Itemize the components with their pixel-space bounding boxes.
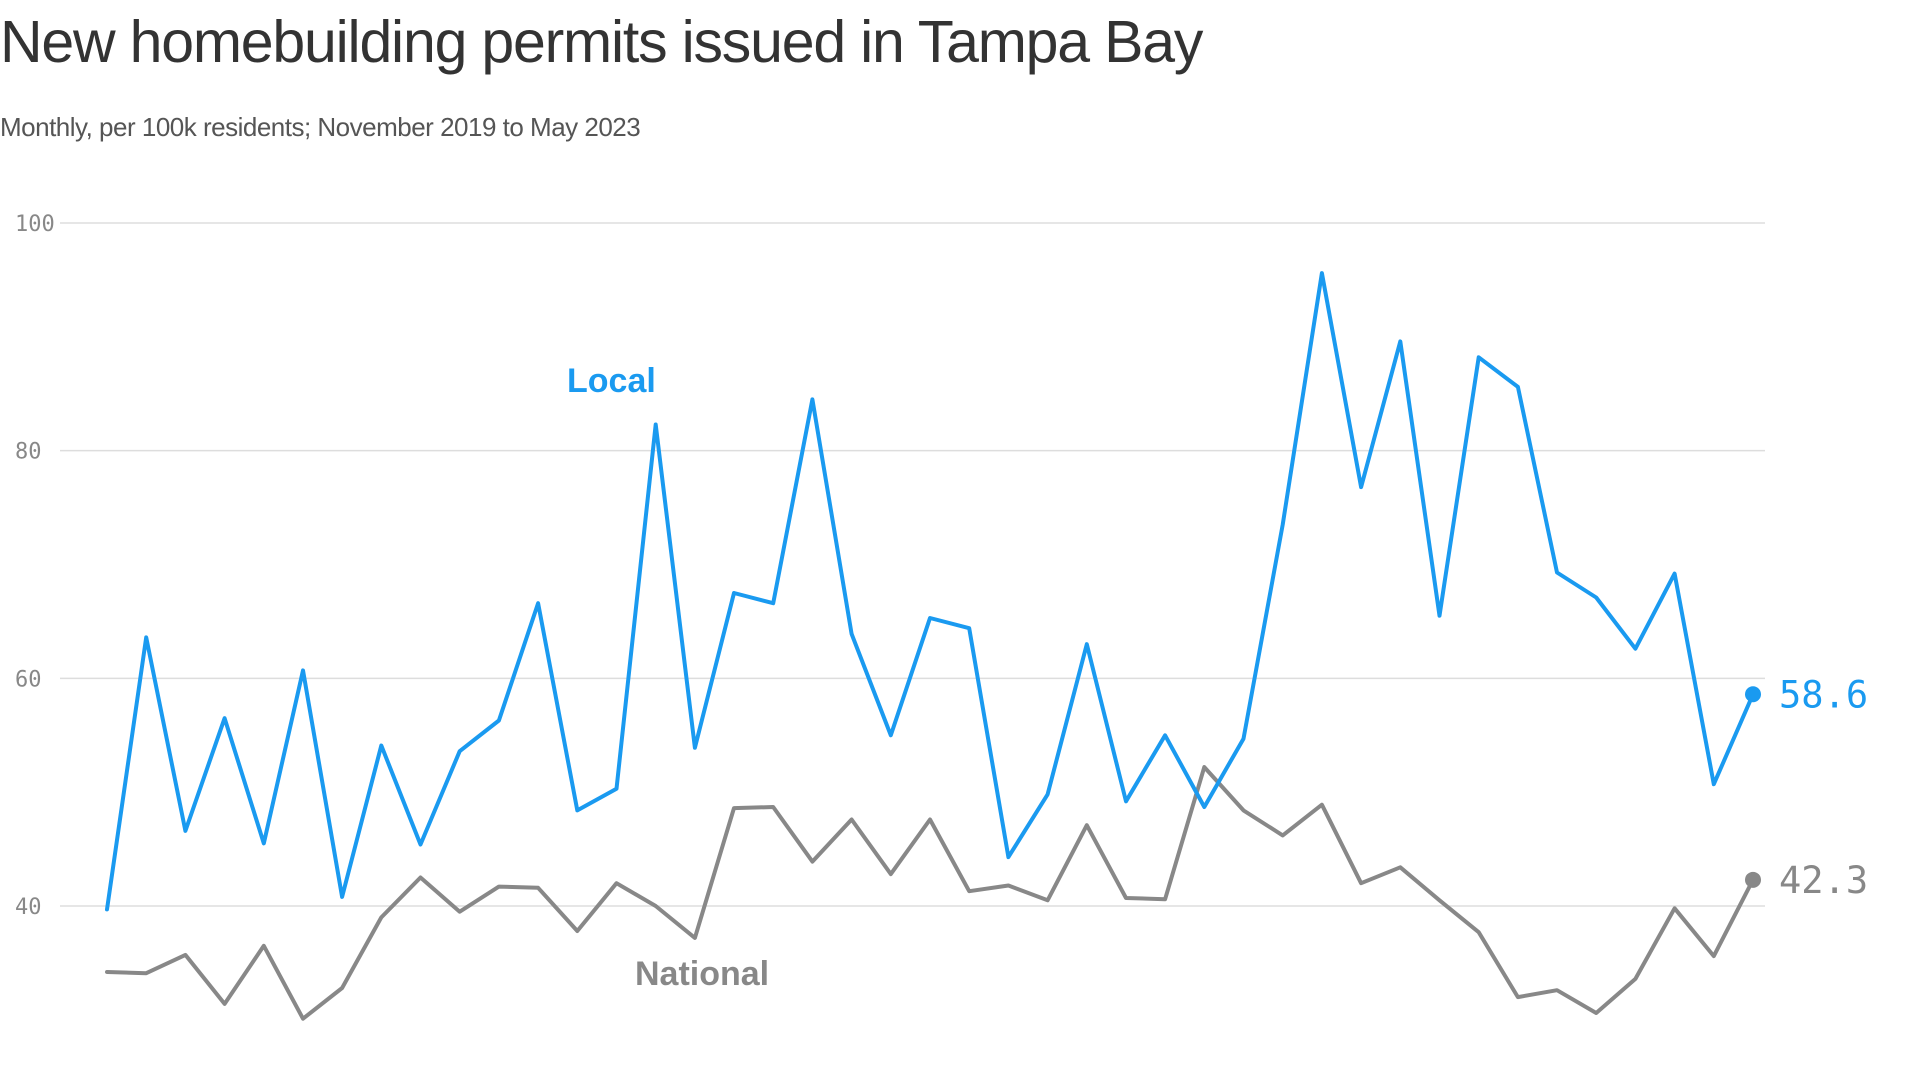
end-point-marker-national (1745, 871, 1761, 888)
series-line-local (105, 271, 1755, 912)
y-tick-label: 100 (15, 212, 55, 237)
series-label-national: National (635, 955, 769, 993)
y-tick-label: 60 (15, 667, 42, 692)
series-label-local: Local (567, 362, 656, 400)
chart-title: New homebuilding permits issued in Tampa… (0, 9, 1203, 75)
end-value-label-national: 42.3 (1779, 859, 1868, 902)
end-value-label-local: 58.6 (1779, 673, 1868, 716)
end-point-marker-local (1745, 686, 1761, 703)
series-line-national (105, 765, 1755, 1021)
chart-subtitle: Monthly, per 100k residents; November 20… (0, 112, 641, 142)
y-tick-label: 80 (15, 440, 42, 465)
y-tick-label: 40 (15, 895, 42, 920)
